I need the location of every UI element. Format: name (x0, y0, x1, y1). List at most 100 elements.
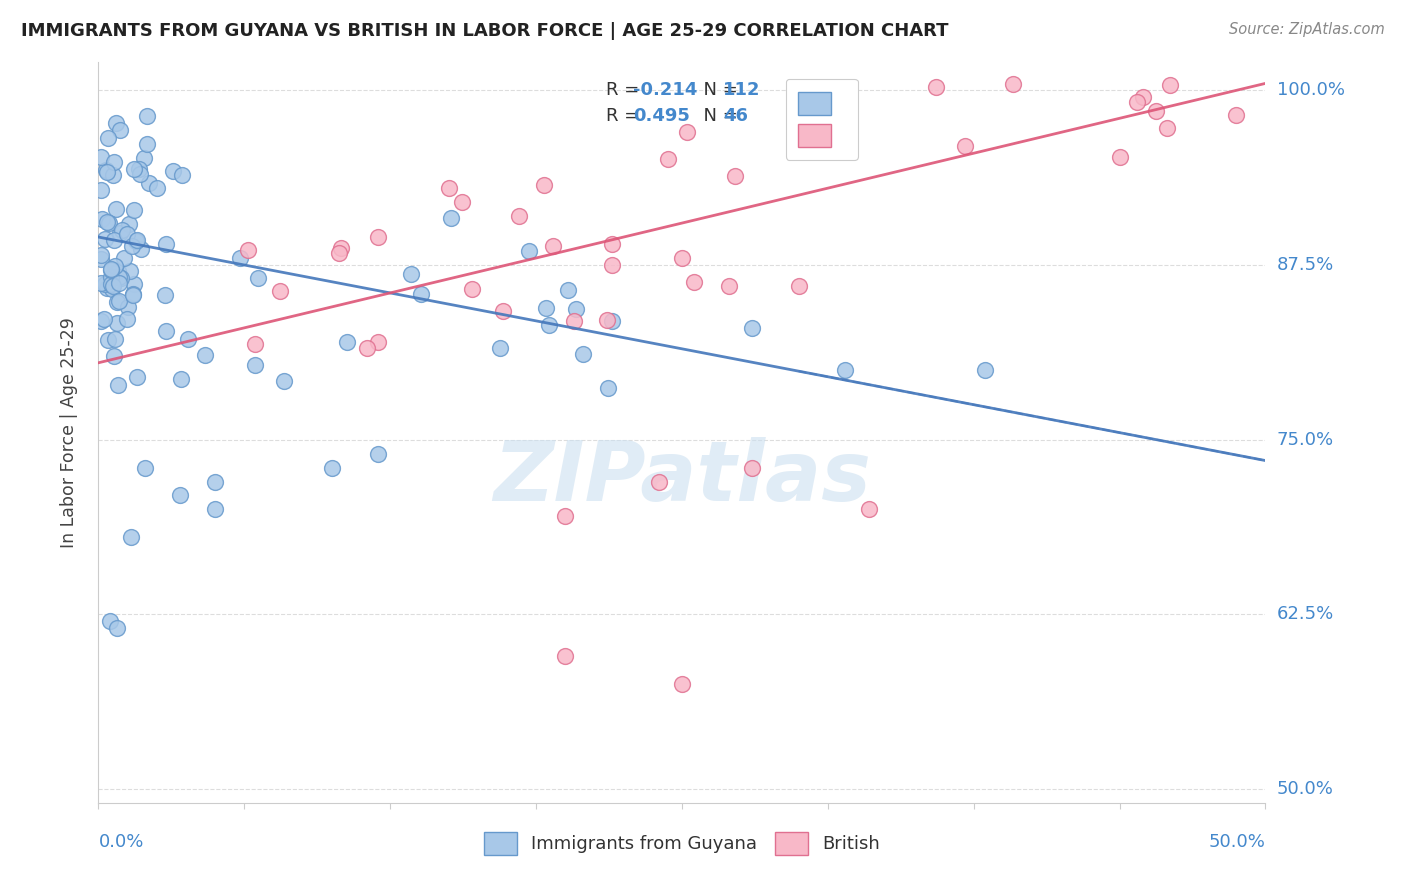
Point (533, 178, 555, 193)
Point (124, 277, 146, 292)
Point (103, 169, 125, 183)
Point (834, 363, 856, 377)
Point (94, 163, 117, 178)
Point (671, 251, 693, 265)
Text: 0.0%: 0.0% (98, 833, 143, 851)
Point (169, 488, 191, 502)
Point (321, 460, 343, 475)
Point (132, 151, 155, 165)
Point (125, 235, 148, 249)
Point (162, 164, 184, 178)
Point (103, 154, 125, 169)
Point (246, 271, 269, 285)
Point (858, 502, 880, 516)
Legend: Immigrants from Guyana, British: Immigrants from Guyana, British (471, 820, 893, 868)
Point (243, 358, 266, 372)
Point (97, 131, 120, 145)
Point (489, 342, 512, 356)
Point (100, 261, 122, 276)
Point (122, 287, 145, 301)
Text: 46: 46 (723, 107, 748, 125)
Point (953, 138, 976, 153)
Point (572, 346, 595, 360)
Text: IMMIGRANTS FROM GUYANA VS BRITISH IN LABOR FORCE | AGE 25-29 CORRELATION CHART: IMMIGRANTS FROM GUYANA VS BRITISH IN LAB… (21, 22, 949, 40)
Point (440, 211, 463, 225)
Point (104, 332, 127, 346)
Point (409, 287, 432, 301)
Point (671, 677, 693, 691)
Point (100, 270, 122, 285)
Point (598, 381, 620, 395)
Point (245, 336, 267, 351)
Point (1156, 120, 1178, 135)
Text: 112: 112 (723, 81, 761, 99)
Point (647, 475, 669, 489)
Point (122, 161, 145, 176)
Point (600, 258, 623, 272)
Point (269, 284, 291, 298)
Text: -0.214: -0.214 (633, 81, 697, 99)
Point (122, 203, 145, 218)
Point (115, 311, 138, 326)
Point (107, 377, 129, 392)
Point (115, 227, 138, 242)
Point (100, 277, 122, 291)
Point (121, 239, 143, 253)
Point (229, 251, 252, 265)
Point (135, 109, 157, 123)
Text: 87.5%: 87.5% (1277, 256, 1334, 274)
Point (536, 301, 558, 315)
Point (517, 244, 540, 259)
Point (108, 227, 131, 241)
Point (1108, 150, 1130, 164)
Point (450, 194, 472, 209)
Point (107, 264, 129, 278)
Point (94, 277, 117, 291)
Point (128, 167, 150, 181)
Point (367, 446, 389, 460)
Point (112, 251, 135, 265)
Point (108, 276, 131, 290)
Point (437, 181, 460, 195)
Point (128, 161, 150, 176)
Text: R =: R = (606, 107, 645, 125)
Point (90, 183, 112, 197)
Point (172, 168, 194, 182)
Point (562, 314, 585, 328)
Point (787, 279, 810, 293)
Point (90, 150, 112, 164)
Point (129, 242, 152, 256)
Text: N =: N = (692, 81, 744, 99)
Point (554, 649, 576, 664)
Point (105, 621, 128, 635)
Point (273, 375, 295, 389)
Point (122, 286, 145, 301)
Text: N =: N = (692, 107, 744, 125)
Point (135, 136, 157, 151)
Point (367, 334, 389, 349)
Point (741, 460, 763, 475)
Point (110, 271, 132, 285)
Point (104, 259, 127, 273)
Point (335, 334, 357, 349)
Point (105, 202, 128, 216)
Point (596, 313, 619, 327)
Point (103, 279, 125, 293)
Point (145, 181, 167, 195)
Point (204, 475, 226, 489)
Point (170, 372, 193, 386)
Point (108, 123, 131, 137)
Point (543, 238, 565, 252)
Point (105, 295, 128, 310)
Y-axis label: In Labor Force | Age 25-29: In Labor Force | Age 25-29 (59, 318, 77, 548)
Point (367, 230, 389, 244)
Point (125, 233, 148, 247)
Point (676, 125, 699, 139)
Point (682, 275, 704, 289)
Point (155, 324, 177, 338)
Point (492, 303, 515, 318)
Point (100, 262, 122, 277)
Text: 50.0%: 50.0% (1209, 833, 1265, 851)
Text: ZIPatlas: ZIPatlas (494, 436, 870, 517)
Point (657, 153, 679, 167)
